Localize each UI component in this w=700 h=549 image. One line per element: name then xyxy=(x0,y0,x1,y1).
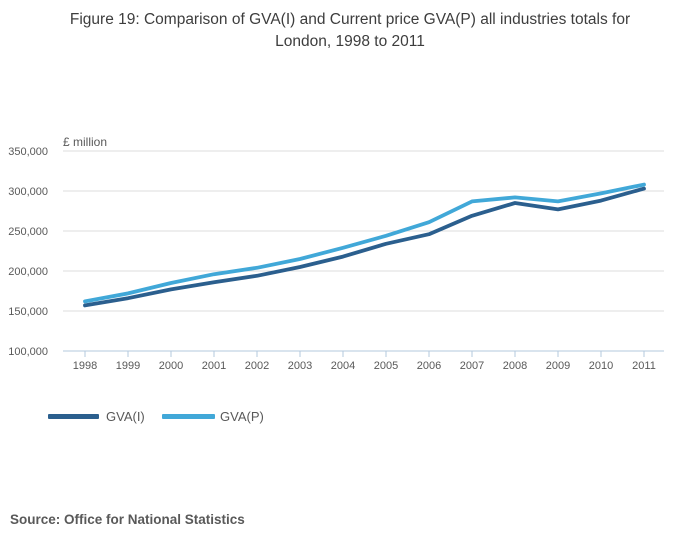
x-tick-label: 2004 xyxy=(331,360,355,372)
chart-title-text: Figure 19: Comparison of GVA(I) and Curr… xyxy=(69,11,631,50)
x-tick-label: 1998 xyxy=(73,360,97,372)
y-axis-title: £ million xyxy=(63,135,107,149)
y-tick-label: 200,000 xyxy=(8,266,48,278)
x-tick-label: 1999 xyxy=(116,360,140,372)
x-tick-label: 2007 xyxy=(460,360,484,372)
x-tick-label: 2009 xyxy=(546,360,570,372)
series-line-gvap xyxy=(83,182,646,304)
x-tick-label: 2008 xyxy=(503,360,527,372)
source-note: Source: Office for National Statistics xyxy=(10,512,245,527)
y-tick-label: 150,000 xyxy=(8,306,48,318)
legend-label-gvai: GVA(I) xyxy=(106,409,145,424)
line-chart: 100,000 150,000 200,000 250,000 300,000 350,0… xyxy=(8,135,664,372)
y-tick-label: 300,000 xyxy=(8,186,48,198)
legend-swatch-gvai xyxy=(48,414,99,419)
y-tick-label: 250,000 xyxy=(8,226,48,238)
x-tick-label: 2000 xyxy=(159,360,183,372)
x-tick-label: 2005 xyxy=(374,360,398,372)
y-tick-label: 350,000 xyxy=(8,146,48,158)
y-tick-label: 100,000 xyxy=(8,346,48,358)
x-tick-label: 2001 xyxy=(202,360,226,372)
legend-label-gvap: GVA(P) xyxy=(220,409,264,424)
x-tick-label: 2011 xyxy=(632,360,656,372)
x-tick-label: 2002 xyxy=(245,360,269,372)
chart-legend: GVA(I) GVA(P) xyxy=(0,404,700,430)
x-tick-label: 2006 xyxy=(417,360,441,372)
legend-swatch-gvap xyxy=(162,414,215,419)
series-line-gvai xyxy=(83,186,646,308)
x-tick-label: 2003 xyxy=(288,360,312,372)
x-tick-label: 2010 xyxy=(589,360,613,372)
chart-title: Figure 19: Comparison of GVA(I) and Curr… xyxy=(0,9,700,53)
